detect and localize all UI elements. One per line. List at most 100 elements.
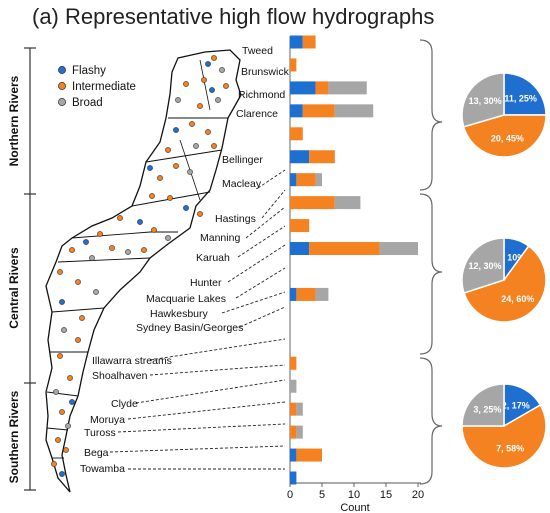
gauge-marker [53,389,59,395]
x-tick-label: 5 [319,489,325,501]
catchment-label-shoalhaven: Shoalhaven [92,370,148,382]
gauge-marker [57,269,63,275]
bar-clarence-intermediate [302,104,335,118]
gauge-marker [211,55,217,61]
catchment-label-bega: Bega [84,447,109,459]
gauge-marker [89,255,95,261]
gauge-marker [83,239,89,245]
legend: Flashy Intermediate Broad [58,65,136,109]
gauge-marker [201,77,207,83]
pie-slice-flashy [503,72,547,116]
gauge-marker [211,143,217,149]
gauge-marker [125,249,131,255]
gauge-marker [165,147,171,153]
bar-hastings-flashy [290,173,297,187]
pie-slice-broad [461,72,505,128]
pie-central-rivers: 4, 10% 24, 60% 12, 30% [461,237,547,323]
gauge-marker [141,247,147,253]
catchment-label-richmond: Richmond [238,89,285,101]
gauge-marker [57,353,63,359]
bar-hawkesbury-intermediate [296,287,316,301]
bar-manning-broad [334,196,361,210]
gauge-marker [69,399,75,405]
region-label-northern: Northern Rivers [7,75,21,166]
gauge-marker [147,165,153,171]
pie-slice-broad [461,237,505,294]
pie-slice-broad [461,383,505,427]
brace-northern [419,39,443,191]
gauge-marker [187,169,193,175]
gauge-marker [63,447,69,453]
gauge-marker [189,121,195,127]
gauge-marker [59,471,65,477]
gauge-marker [149,193,155,199]
bar-manning-intermediate [290,196,335,210]
gauge-marker [97,231,103,237]
gauge-marker [215,97,221,103]
bar-richmond-intermediate [315,81,329,95]
map-outline [45,49,242,493]
region-label-central: Central Rivers [7,247,21,329]
x-tick-label: 10 [348,489,360,501]
bar-chart [290,35,418,485]
catchment-map [45,49,242,493]
gauge-marker [165,235,171,241]
catchment-label-clarence: Clarence [236,108,278,120]
bar-richmond-broad [328,81,367,95]
bar-moruya-broad [296,402,303,416]
bar-clarence-flashy [290,104,303,118]
pie-charts: 11, 25% 20, 45% 13, 30% 4, 10% 24, 60% 12, 30… [461,72,547,469]
catchment-label-clyde: Clyde [111,398,138,410]
catchment-label-towamba: Towamba [80,463,125,475]
bar-tuross-intermediate [290,425,297,439]
catchment-label-illawarra: Illawarra streams [92,355,172,367]
bar-hastings-broad [315,173,322,187]
catchment-label-moruya: Moruya [90,414,125,426]
gauge-marker [173,163,179,169]
bar-karuah-intermediate [290,219,310,233]
pie-slice-intermediate [462,114,547,158]
gauge-marker [173,127,179,133]
pie-slice-intermediate [461,403,547,469]
pie-slice-label: 20, 45% [491,133,524,143]
gauge-marker [219,67,225,73]
pie-slice-label: 7, 58% [496,444,524,454]
legend-label-intermediate: Intermediate [72,81,136,93]
catchment-label-bellinger: Bellinger [222,154,263,166]
catchment-label-tuross: Tuross [84,427,116,439]
bar-hawkesbury-broad [315,287,329,301]
pie-southern-rivers: 2, 17% 7, 58% 3, 25% [461,383,547,469]
gauge-marker [59,409,65,415]
bar-macleay-intermediate [309,150,335,164]
pie-slice-label: 3, 25% [473,404,501,414]
gauge-marker [197,103,203,109]
gauge-marker [157,175,163,181]
bar-hunter-flashy [290,242,310,256]
gauge-marker [205,61,211,67]
gauge-marker [55,437,61,443]
gauge-marker [117,215,123,221]
gauge-marker [51,461,57,467]
catchment-label-hunter: Hunter [190,277,222,289]
gauge-marker [175,97,181,103]
bar-towamba-flashy [290,471,297,485]
bar-brunswick-intermediate [290,58,297,72]
gauge-marker [67,375,73,381]
pie-northern-rivers: 11, 25% 20, 45% 13, 30% [461,72,547,158]
bar-macleay-flashy [290,150,310,164]
gauge-marker [183,81,189,87]
pie-slice-label: 24, 60% [501,294,534,304]
catchment-label-hastings: Hastings [215,213,256,225]
legend-swatch-flashy [58,66,66,74]
gauge-marker [167,195,173,201]
gauge-marker [69,247,75,253]
x-axis-label: Count [340,502,369,513]
bar-hunter-broad [379,242,418,256]
bar-bega-intermediate [296,448,322,462]
bar-hastings-intermediate [296,173,316,187]
region-label-southern: Southern Rivers [7,390,21,483]
legend-swatch-broad [58,98,66,106]
catchment-label-macquarie-lakes: Macquarie Lakes [146,293,226,305]
gauge-markers [51,55,229,477]
